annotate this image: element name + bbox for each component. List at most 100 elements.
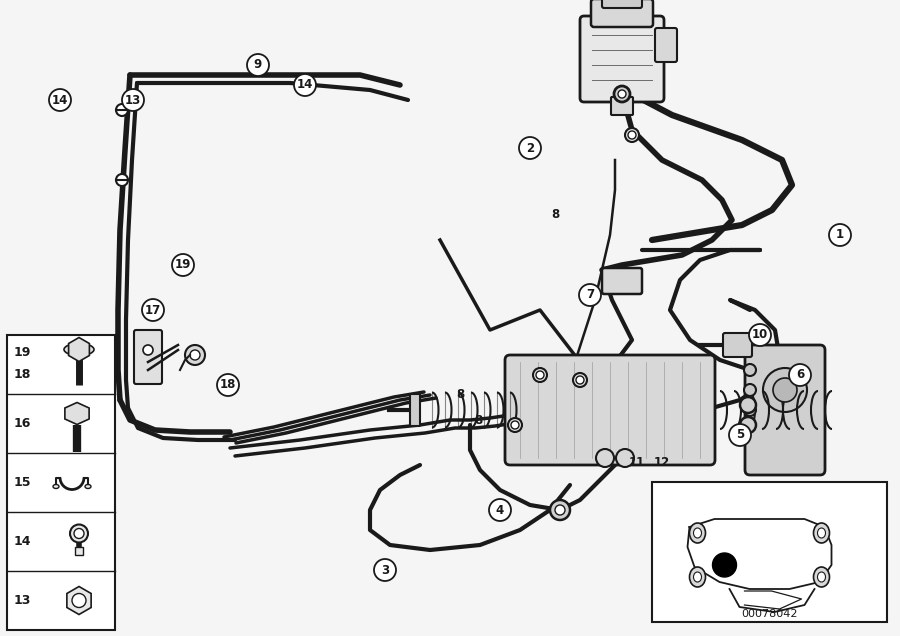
Circle shape [74,529,84,539]
Text: 14: 14 [52,93,68,106]
Circle shape [217,374,239,396]
FancyBboxPatch shape [7,335,115,630]
Circle shape [744,384,756,396]
Circle shape [763,368,807,412]
Text: 8: 8 [474,413,482,427]
Circle shape [143,345,153,355]
Text: 9: 9 [254,59,262,71]
FancyBboxPatch shape [602,0,642,8]
Circle shape [185,345,205,365]
Ellipse shape [817,528,825,538]
Ellipse shape [53,485,59,488]
Polygon shape [68,338,89,361]
FancyBboxPatch shape [745,345,825,475]
Circle shape [116,174,128,186]
Circle shape [122,89,144,111]
Circle shape [142,299,164,321]
Circle shape [508,418,522,432]
Circle shape [596,449,614,467]
Text: 13: 13 [14,594,31,607]
Text: 17: 17 [145,303,161,317]
Text: 4: 4 [496,504,504,516]
FancyBboxPatch shape [410,394,420,426]
Circle shape [511,421,519,429]
Text: 13: 13 [125,93,141,106]
Circle shape [294,74,316,96]
Text: 00078042: 00078042 [742,609,797,619]
Circle shape [172,254,194,276]
Polygon shape [67,586,91,614]
Circle shape [70,525,88,543]
Ellipse shape [814,567,830,587]
Text: 12: 12 [654,455,670,469]
Circle shape [789,364,811,386]
FancyBboxPatch shape [580,16,664,102]
Text: 19: 19 [14,346,31,359]
Circle shape [749,324,771,346]
FancyBboxPatch shape [591,0,653,27]
Text: 5: 5 [736,429,744,441]
Circle shape [247,54,269,76]
Circle shape [614,86,630,102]
Ellipse shape [85,485,91,488]
FancyBboxPatch shape [652,482,887,622]
Circle shape [616,449,634,467]
Circle shape [533,368,547,382]
Circle shape [729,424,751,446]
FancyBboxPatch shape [602,268,642,294]
Text: 11: 11 [629,455,645,469]
Circle shape [573,373,587,387]
FancyBboxPatch shape [611,97,633,115]
Circle shape [576,376,584,384]
Ellipse shape [64,343,94,356]
Text: 19: 19 [175,258,191,272]
Circle shape [744,364,756,376]
Circle shape [625,128,639,142]
Text: 3: 3 [381,563,389,576]
Text: 15: 15 [14,476,31,489]
Circle shape [116,104,128,116]
Text: 7: 7 [586,289,594,301]
Text: 18: 18 [14,368,31,381]
Ellipse shape [694,528,701,538]
Circle shape [489,499,511,521]
Text: 8: 8 [456,389,464,401]
Text: 16: 16 [14,417,31,430]
FancyBboxPatch shape [655,28,677,62]
Circle shape [374,559,396,581]
Bar [75,546,83,555]
Ellipse shape [694,572,701,582]
FancyBboxPatch shape [723,333,752,357]
FancyBboxPatch shape [505,355,715,465]
Circle shape [740,417,756,433]
Circle shape [713,553,736,577]
Circle shape [744,404,756,416]
Circle shape [190,350,200,360]
Circle shape [829,224,851,246]
Ellipse shape [817,572,825,582]
Circle shape [618,90,626,98]
Text: 10: 10 [752,329,768,342]
Text: 8: 8 [551,209,559,221]
Circle shape [550,500,570,520]
Text: 18: 18 [220,378,236,392]
Text: 1: 1 [836,228,844,242]
Text: 14: 14 [14,535,31,548]
Circle shape [49,89,71,111]
Text: 2: 2 [526,141,534,155]
Circle shape [536,371,544,379]
Circle shape [519,137,541,159]
FancyBboxPatch shape [134,330,162,384]
Text: 14: 14 [297,78,313,92]
Ellipse shape [814,523,830,543]
Circle shape [579,284,601,306]
Circle shape [740,397,756,413]
Circle shape [72,593,86,607]
Circle shape [773,378,797,402]
Ellipse shape [689,567,706,587]
Circle shape [628,131,636,139]
Text: 6: 6 [796,368,804,382]
Polygon shape [65,403,89,424]
Ellipse shape [689,523,706,543]
Circle shape [555,505,565,515]
